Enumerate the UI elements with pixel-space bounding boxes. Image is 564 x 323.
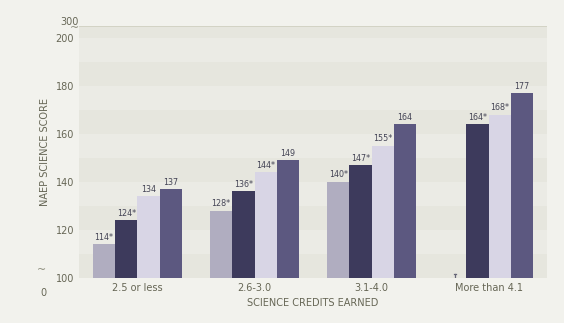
Text: 155*: 155* xyxy=(373,134,393,143)
Bar xyxy=(79,110,547,134)
Y-axis label: NAEP SCIENCE SCORE: NAEP SCIENCE SCORE xyxy=(40,98,50,206)
Bar xyxy=(79,62,547,86)
Text: 124*: 124* xyxy=(117,209,136,218)
Text: ~: ~ xyxy=(37,265,46,275)
Bar xyxy=(79,86,547,110)
Bar xyxy=(79,26,547,38)
Bar xyxy=(232,192,254,278)
Bar xyxy=(79,230,547,254)
Bar xyxy=(394,124,416,278)
Bar xyxy=(254,172,277,278)
Bar xyxy=(466,124,488,278)
Bar xyxy=(93,244,115,278)
Text: 149: 149 xyxy=(280,149,296,158)
Bar xyxy=(79,134,547,158)
Bar xyxy=(488,115,511,278)
Text: 128*: 128* xyxy=(212,199,231,208)
Bar xyxy=(210,211,232,278)
Text: 164: 164 xyxy=(398,113,412,122)
Bar xyxy=(160,189,182,278)
Bar xyxy=(327,182,349,278)
X-axis label: SCIENCE CREDITS EARNED: SCIENCE CREDITS EARNED xyxy=(248,298,378,308)
Text: 140*: 140* xyxy=(329,171,347,179)
Bar xyxy=(277,160,299,278)
Text: 168*: 168* xyxy=(490,103,509,112)
Text: 0: 0 xyxy=(40,288,46,298)
Text: 300: 300 xyxy=(60,17,79,27)
Bar xyxy=(79,158,547,182)
Text: 136*: 136* xyxy=(234,180,253,189)
Bar xyxy=(79,206,547,230)
Bar xyxy=(138,196,160,278)
Text: 144*: 144* xyxy=(256,161,275,170)
Text: 137: 137 xyxy=(163,178,178,187)
Bar xyxy=(511,93,533,278)
Bar xyxy=(115,220,138,278)
Bar xyxy=(79,254,547,278)
Bar xyxy=(79,38,547,62)
Text: ~: ~ xyxy=(70,23,79,33)
Bar xyxy=(372,146,394,278)
Text: 134: 134 xyxy=(141,185,156,194)
Text: 177: 177 xyxy=(514,82,530,91)
Text: 114*: 114* xyxy=(95,233,113,242)
Text: 147*: 147* xyxy=(351,154,370,162)
Bar xyxy=(349,165,372,278)
Bar xyxy=(79,182,547,206)
Text: 164*: 164* xyxy=(468,113,487,122)
